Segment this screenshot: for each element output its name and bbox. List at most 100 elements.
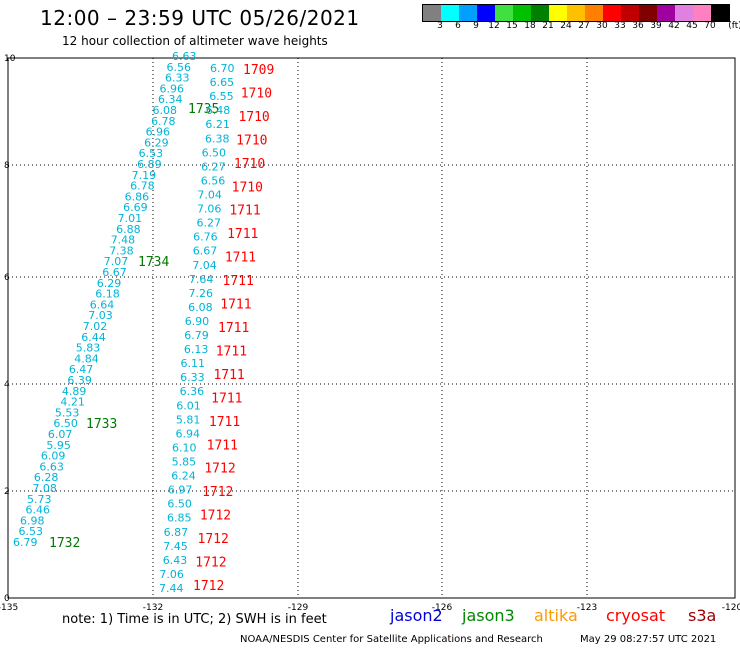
color-scale-label: 42 — [668, 21, 680, 31]
plot-frame — [7, 57, 736, 599]
wave-height-value: 6.38 — [205, 132, 230, 145]
x-tick-label: -135 — [0, 603, 18, 613]
wave-height-value: 6.63 — [172, 50, 197, 63]
pass-time-label: 1711 — [211, 391, 242, 406]
wave-height-value: 6.67 — [102, 266, 127, 279]
color-scale-label: 15 — [506, 21, 518, 31]
wave-height-value: 6.46 — [25, 504, 50, 517]
color-swatch — [675, 5, 693, 21]
pass-time-label: 1733 — [86, 417, 117, 432]
wave-height-value: 5.81 — [176, 413, 201, 426]
wave-height-value: 6.56 — [201, 174, 226, 187]
wave-height-value: 6.39 — [67, 374, 92, 387]
wave-height-value: 6.07 — [48, 428, 72, 441]
wave-height-value: 6.53 — [18, 525, 43, 538]
wave-height-value: 5.83 — [76, 342, 101, 355]
legend-item-jason2: jason2 — [390, 606, 443, 625]
pass-time-label: 1712 — [193, 579, 224, 594]
wave-height-value: 6.98 — [20, 514, 44, 527]
y-tick-label: 6 — [4, 273, 10, 283]
wave-height-value: 6.10 — [172, 441, 197, 454]
color-scale-label: 27 — [578, 21, 590, 31]
wave-height-value: 6.43 — [163, 554, 188, 567]
wave-height-value: 4.21 — [60, 396, 85, 409]
color-swatch — [549, 5, 567, 21]
x-tick-label: -123 — [577, 603, 597, 613]
pass-time-label: 1712 — [195, 556, 226, 571]
pass-time-label: 1732 — [49, 536, 80, 551]
pass-time-label: 1711 — [225, 251, 256, 266]
map-subtitle: 12 hour collection of altimeter wave hei… — [62, 34, 328, 48]
wave-height-value: 6.63 — [39, 460, 64, 473]
color-scale-label: 36 — [632, 21, 644, 31]
legend-item-jason3: jason3 — [462, 606, 515, 625]
wave-height-value: 6.78 — [130, 180, 155, 193]
wave-height-value: 7.44 — [159, 582, 184, 595]
pass-time-label: 1711 — [218, 321, 249, 336]
wave-height-value: 6.13 — [184, 343, 209, 356]
wave-height-value: 6.78 — [151, 115, 176, 128]
wave-height-value: 7.06 — [159, 568, 184, 581]
wave-height-value: 6.87 — [164, 526, 189, 539]
pass-time-label: 1711 — [216, 344, 247, 359]
pass-time-label: 1735 — [188, 102, 219, 117]
wave-height-value: 7.01 — [118, 212, 142, 225]
wave-height-value: 7.08 — [32, 482, 57, 495]
color-scale-label: 21 — [542, 21, 554, 31]
wave-height-value: 6.90 — [185, 315, 210, 328]
wave-height-value: 6.08 — [188, 301, 213, 314]
wave-height-value: 5.85 — [172, 456, 197, 469]
color-swatch — [711, 5, 729, 21]
wave-height-value: 6.97 — [168, 484, 193, 497]
wave-height-value: 6.28 — [34, 471, 59, 484]
color-scale-label: 70 — [704, 21, 716, 31]
wave-height-value: 6.50 — [167, 498, 192, 511]
wave-height-value: 6.47 — [69, 363, 94, 376]
pass-time-label: 1711 — [207, 438, 238, 453]
wave-height-value: 5.95 — [46, 439, 71, 452]
wave-height-value: 6.33 — [180, 371, 205, 384]
color-scale-label: 3 — [437, 21, 443, 31]
color-swatch — [477, 5, 495, 21]
pass-time-label: 1712 — [200, 509, 231, 524]
color-scale-unit: (ft) — [728, 21, 740, 31]
wave-height-value: 6.50 — [202, 146, 227, 159]
color-scale-label: 9 — [473, 21, 479, 31]
wave-height-value: 6.09 — [41, 450, 66, 463]
x-tick-label: -126 — [432, 603, 453, 613]
color-swatch — [693, 5, 711, 21]
wave-height-value: 4.89 — [62, 385, 87, 398]
color-scale-label: 12 — [488, 21, 500, 31]
color-swatch — [459, 5, 477, 21]
color-swatch — [585, 5, 603, 21]
credit-text: NOAA/NESDIS Center for Satellite Applica… — [240, 634, 543, 645]
wave-height-value: 7.38 — [109, 244, 134, 257]
wave-height-value: 6.89 — [137, 158, 162, 171]
pass-time-label: 1712 — [204, 462, 235, 477]
wave-height-value: 6.21 — [205, 118, 230, 131]
color-scale-label: 45 — [686, 21, 698, 31]
wave-height-value: 6.08 — [153, 104, 178, 117]
wave-height-value: 7.07 — [104, 255, 129, 268]
wave-height-value: 7.48 — [111, 234, 136, 247]
map-title: 12:00 – 23:59 UTC 05/26/2021 — [40, 6, 360, 30]
pass-time-label: 1712 — [198, 532, 229, 547]
wave-height-value: 6.29 — [97, 277, 122, 290]
pass-time-label: 1710 — [241, 86, 272, 101]
color-scale-label: 39 — [650, 21, 662, 31]
wave-height-value: 6.86 — [125, 190, 149, 203]
color-swatch — [423, 5, 441, 21]
wave-height-value: 6.67 — [193, 245, 218, 258]
pass-time-label: 1711 — [229, 204, 260, 219]
legend-item-cryosat: cryosat — [606, 606, 666, 625]
wave-height-value: 6.48 — [206, 104, 231, 117]
wave-height-value: 6.50 — [53, 417, 78, 430]
pass-time-label: 1711 — [227, 227, 258, 242]
color-swatch — [531, 5, 549, 21]
color-swatch — [603, 5, 621, 21]
pass-time-label: 1710 — [238, 110, 269, 125]
wave-height-value: 7.04 — [197, 188, 222, 201]
wave-height-value: 6.56 — [167, 61, 192, 74]
color-scale-label: 18 — [524, 21, 536, 31]
